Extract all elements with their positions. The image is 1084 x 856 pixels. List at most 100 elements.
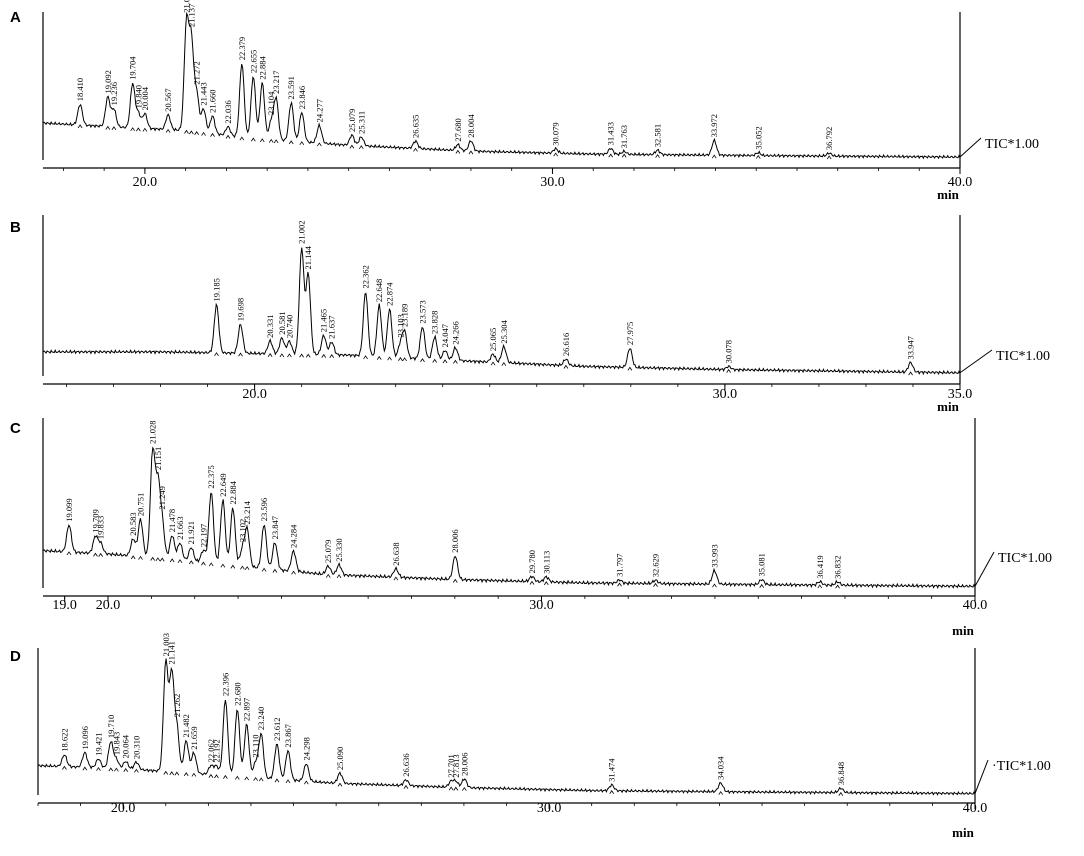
peak-marker — [174, 771, 180, 776]
peak-label: 22.884 — [257, 56, 267, 80]
peak-label: 26.638 — [391, 542, 401, 565]
peak-label: 24.284 — [289, 524, 299, 548]
peak-label: 36.848 — [836, 762, 846, 785]
peak-label: 21.272 — [192, 61, 202, 84]
peak-label: 25.330 — [334, 538, 344, 561]
panel-label: B — [10, 219, 21, 236]
peak-label: 21.249 — [157, 486, 167, 509]
peak-label: 22.062 — [206, 739, 216, 762]
peak-label: 21.137 — [186, 4, 196, 27]
peak-marker — [272, 568, 278, 573]
peak-marker — [214, 352, 219, 357]
peak-label: 21.003 — [161, 633, 171, 656]
peak-marker — [267, 353, 273, 357]
peak-label: 23.104 — [266, 91, 276, 115]
peak-label: 21.144 — [303, 245, 313, 269]
peak-label: 21.443 — [199, 82, 209, 105]
peak-label: 23.847 — [270, 516, 280, 539]
peak-label: 23.102 — [237, 519, 247, 542]
tic-label: TIC*1.00 — [998, 551, 1052, 566]
peak-marker — [258, 777, 264, 782]
peak-marker — [726, 368, 731, 373]
peak-marker — [210, 132, 215, 137]
peak-marker — [363, 355, 368, 360]
x-tick-label: 40.0 — [963, 801, 988, 816]
peak-marker — [448, 786, 454, 791]
tic-label: ·TIC*1.00 — [992, 759, 1051, 774]
x-tick-label: 40.0 — [948, 175, 973, 190]
peak-marker — [98, 552, 103, 557]
peak-marker — [223, 774, 228, 779]
peak-marker — [718, 790, 724, 795]
peak-label: 20.064 — [121, 734, 131, 758]
tic-label: TIC*1.00 — [985, 137, 1039, 152]
peak-label: 21.659 — [189, 726, 199, 749]
peak-label: 19.421 — [93, 732, 103, 755]
peak-marker — [93, 552, 98, 557]
peak-marker — [240, 565, 245, 570]
peak-marker — [299, 353, 304, 358]
peak-label: 23.828 — [430, 311, 440, 334]
peak-marker — [66, 551, 72, 556]
peak-label: 25.311 — [356, 111, 366, 134]
x-unit-label: min — [937, 187, 959, 202]
peak-marker — [244, 776, 250, 781]
peak-label: 25.079 — [347, 109, 357, 132]
peak-marker — [169, 771, 175, 776]
peak-marker — [817, 584, 823, 589]
peak-label: 27.701 — [446, 754, 456, 777]
peak-marker — [230, 564, 236, 569]
peak-marker — [413, 147, 418, 152]
tic-connector — [959, 137, 982, 158]
peak-marker — [653, 582, 658, 587]
peak-label: 23.591 — [286, 76, 296, 99]
peak-label: 22.655 — [248, 50, 258, 73]
peak-label: 22.649 — [218, 473, 228, 496]
tic-connector — [974, 759, 989, 794]
peak-marker — [165, 128, 171, 133]
peak-label: 20.567 — [163, 88, 173, 111]
peak-marker — [387, 356, 392, 361]
peak-label: 31.797 — [615, 553, 625, 576]
peak-label: 26.616 — [561, 333, 571, 356]
peak-label: 21.637 — [327, 315, 337, 338]
peak-label: 27.680 — [453, 118, 463, 141]
peak-label: 22.197 — [198, 524, 208, 547]
peak-marker — [194, 131, 199, 135]
peak-label: 25.090 — [335, 747, 345, 770]
peak-label: 21.478 — [167, 509, 177, 532]
peak-marker — [420, 358, 425, 363]
x-tick-label: 20.0 — [111, 801, 136, 816]
peak-label: 23.189 — [400, 304, 410, 327]
peak-label: 21.262 — [172, 694, 182, 717]
x-tick-label: 30.0 — [537, 801, 562, 816]
peak-marker — [82, 766, 88, 771]
panel-label: C — [10, 420, 21, 437]
peak-label: 34.034 — [716, 756, 726, 780]
peak-marker — [908, 371, 913, 376]
peak-label: 21.141 — [167, 641, 177, 664]
peak-marker — [123, 767, 129, 772]
x-tick-label: 35.0 — [948, 387, 973, 402]
peak-marker — [169, 558, 175, 563]
panel-label: D — [10, 648, 21, 665]
peak-label: 21.660 — [208, 90, 218, 113]
peak-marker — [225, 134, 231, 139]
peak-label: 36.792 — [824, 127, 834, 150]
peak-label: 23.573 — [417, 300, 427, 323]
tic-trace — [42, 247, 961, 376]
peak-marker — [376, 355, 382, 360]
tic-connector — [974, 551, 995, 587]
tic-trace — [42, 11, 961, 160]
peak-marker — [208, 562, 214, 567]
peak-label: 24.047 — [440, 324, 450, 347]
peak-label: 21.921 — [186, 521, 196, 544]
peak-label: 31.763 — [619, 125, 629, 148]
peak-marker — [287, 353, 292, 358]
peak-label: 22.375 — [206, 465, 216, 488]
peak-marker — [759, 583, 765, 588]
peak-marker — [305, 353, 311, 358]
tic-trace — [37, 658, 976, 796]
